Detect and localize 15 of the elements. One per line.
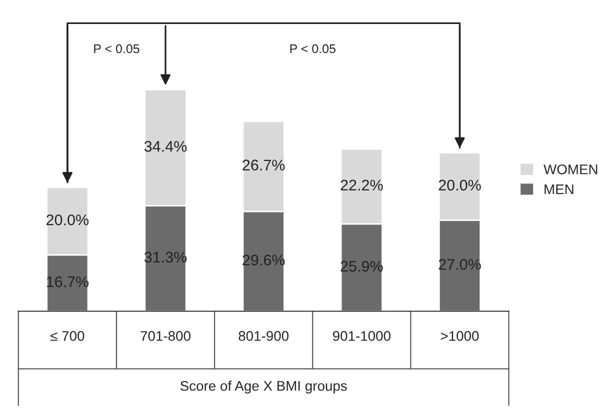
text: P < 0.05	[290, 44, 336, 54]
legend-label: WOMEN	[544, 164, 598, 174]
data-label: 22.2%	[340, 180, 383, 191]
data-label: 34.4%	[144, 140, 187, 152]
data-label: 20.0%	[438, 180, 481, 191]
data-label: 26.7%	[242, 160, 285, 171]
x-tick-label: >1000	[440, 331, 479, 341]
x-tick-label: 801-900	[238, 331, 289, 341]
x-tick-label: ≤ 700	[50, 331, 84, 341]
text: P < 0.05	[94, 44, 140, 54]
legend-label: MEN	[544, 184, 574, 194]
data-label: 20.0%	[46, 214, 89, 226]
x-tick-label: 901-1000	[332, 331, 390, 341]
x-axis-title: Score of Age X BMI groups	[180, 380, 347, 394]
x-tick-label: 701-800	[140, 331, 190, 341]
